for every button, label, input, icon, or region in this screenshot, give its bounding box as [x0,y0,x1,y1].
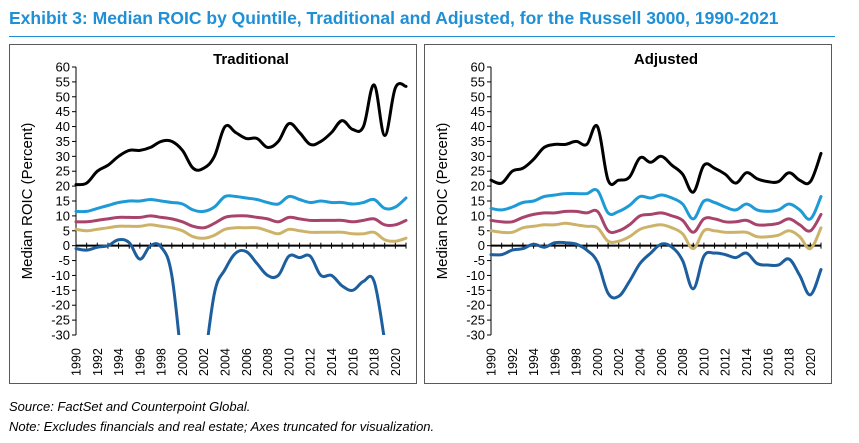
y-tick-label: 60 [471,60,485,75]
y-tick-label: 10 [56,208,70,223]
series-line-quintile-1 [489,123,823,194]
y-tick-label: -10 [466,268,485,283]
x-tick-label: 2002 [197,348,211,376]
adjusted-chart-panel: Adjusted Median ROIC (Percent) 60 55 50 45 40 3… [424,44,832,384]
y-tick-label: -5 [58,253,70,268]
x-tick-label: 2012 [304,348,318,376]
y-tick-label: 10 [471,208,485,223]
y-tick-label: 25 [471,164,485,179]
y-tick-label: 55 [56,74,70,89]
x-tick-label: 2008 [676,348,690,376]
y-tick-label: 25 [56,164,70,179]
x-tick-label: 1998 [155,348,169,376]
y-tick-label: -20 [466,298,485,313]
y-tick-label: -15 [466,283,485,298]
x-tick-label: 2010 [697,348,711,376]
chart-title: Adjusted [634,51,698,68]
y-tick-label: 45 [471,104,485,119]
y-tick-label: 5 [63,223,70,238]
x-tick-label: 2020 [389,348,403,376]
x-tick-label: 2010 [282,348,296,376]
x-tick-label: 2018 [368,348,382,376]
y-tick-label: 5 [478,223,485,238]
x-tick-label: 2000 [176,348,190,376]
x-tick-label: 2000 [591,348,605,376]
y-tick-label: 30 [56,149,70,164]
y-tick-label: 40 [471,119,485,134]
x-tick-label: 2006 [240,348,254,376]
x-tick-label: 1994 [112,348,126,376]
series-line-quintile-5 [74,237,181,335]
x-tick-label: 2006 [655,348,669,376]
y-tick-label: -15 [51,283,70,298]
y-tick-label: 15 [56,194,70,209]
series-line-quintile-1 [74,82,408,187]
y-tick-label: 55 [471,74,485,89]
x-tick-label: 2004 [634,348,648,376]
source-note: Source: FactSet and Counterpoint Global. [9,399,251,414]
x-tick-label: 1996 [133,348,147,376]
x-tick-label: 2014 [740,348,754,376]
exhibit-title: Exhibit 3: Median ROIC by Quintile, Trad… [9,8,779,28]
y-tick-label: 50 [471,89,485,104]
chart-title: Traditional [213,51,289,68]
x-tick-label: 1998 [570,348,584,376]
series-line-quintile-3 [489,208,823,235]
y-tick-label: 20 [56,179,70,194]
y-tick-label: 35 [56,134,70,149]
y-tick-label: 15 [471,194,485,209]
y-tick-label: -5 [473,253,485,268]
series-line-quintile-5 [206,248,386,335]
y-tick-label: -25 [466,313,485,328]
x-tick-label: 1994 [527,348,541,376]
y-tick-label: 60 [56,60,70,75]
x-tick-label: 1990 [485,348,499,376]
y-tick-label: -30 [466,328,485,343]
series-line-quintile-2 [74,194,408,214]
traditional-chart-panel: Traditional Median ROIC (Percent) 60 55 50 45… [9,44,417,384]
y-tick-label: 50 [56,89,70,104]
x-tick-label: 1996 [548,348,562,376]
y-tick-label: 0 [478,238,485,253]
series-line-quintile-2 [489,188,823,221]
y-tick-label: 45 [56,104,70,119]
x-tick-label: 2014 [325,348,339,376]
x-tick-label: 2020 [804,348,818,376]
x-tick-label: 2016 [346,348,360,376]
x-tick-label: 1992 [506,348,520,376]
x-tick-label: 1990 [70,348,84,376]
series-line-quintile-4 [74,223,408,243]
y-tick-label: -20 [51,298,70,313]
y-tick-label: -10 [51,268,70,283]
series-line-quintile-5 [489,240,823,300]
title-rule [9,36,835,37]
y-axis-label: Median ROIC (Percent) [19,123,36,280]
y-tick-label: 0 [63,238,70,253]
y-tick-label: 30 [471,149,485,164]
series-line-quintile-4 [489,221,823,251]
y-tick-label: -25 [51,313,70,328]
series-line-quintile-3 [74,214,408,230]
x-tick-label: 2018 [783,348,797,376]
y-tick-label: 35 [471,134,485,149]
y-axis-label: Median ROIC (Percent) [434,123,451,280]
x-tick-label: 2012 [719,348,733,376]
y-tick-label: 20 [471,179,485,194]
x-tick-label: 2008 [261,348,275,376]
x-tick-label: 2002 [612,348,626,376]
x-tick-label: 2016 [761,348,775,376]
y-tick-label: -30 [51,328,70,343]
x-tick-label: 1992 [91,348,105,376]
x-tick-label: 2004 [219,348,233,376]
axes-note: Note: Excludes financials and real estat… [9,419,435,434]
y-tick-label: 40 [56,119,70,134]
